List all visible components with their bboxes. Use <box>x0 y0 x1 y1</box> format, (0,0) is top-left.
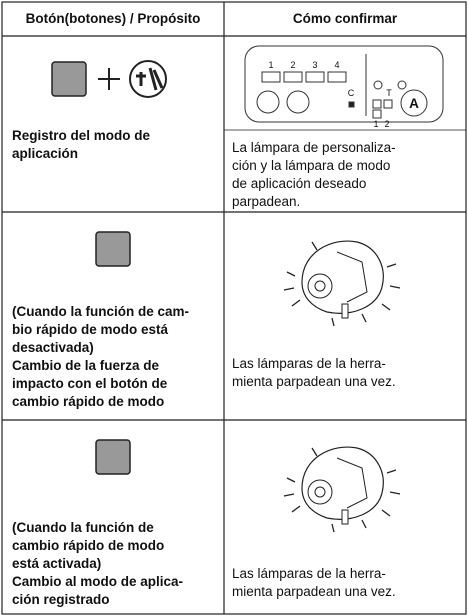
panel-label: 1 <box>268 60 273 70</box>
tool-illustration <box>283 446 401 533</box>
purpose-text: bio rápido de modo está <box>12 322 169 337</box>
header-cell: Cómo confirmar <box>293 11 398 26</box>
purpose-text: Registro del modo de <box>12 128 151 143</box>
panel-label: T <box>386 88 392 98</box>
panel-label: A <box>409 96 419 111</box>
panel-label: 3 <box>312 60 317 70</box>
purpose-text: cambio rápido de modo <box>12 394 164 409</box>
tool-illustration <box>283 240 401 327</box>
panel-label: 1 <box>373 119 378 129</box>
panel-label: C <box>348 88 355 98</box>
control-panel <box>244 45 444 123</box>
purpose-text: Cambio al modo de aplica- <box>12 574 183 589</box>
button-icon <box>95 439 131 475</box>
button-icon <box>51 60 167 98</box>
panel-label: 2 <box>290 60 295 70</box>
purpose-text: Cambio de la fuerza de <box>12 358 160 373</box>
confirm-text: La lámpara de personaliza- <box>232 140 396 155</box>
confirm-text: de aplicación deseado <box>232 176 366 191</box>
purpose-text: desactivada) <box>12 340 94 355</box>
confirm-text: ción y la lámpara de modo <box>232 158 390 173</box>
purpose-text: cambio rápido de modo <box>12 538 164 553</box>
purpose-text: impacto con el botón de <box>12 376 168 391</box>
confirm-text: Las lámparas de la herra- <box>232 566 386 581</box>
confirm-text: mienta parpadean una vez. <box>232 584 396 599</box>
confirm-text: mienta parpadean una vez. <box>232 374 396 389</box>
panel-label: 2 <box>384 119 389 129</box>
purpose-text: (Cuando la función de cam- <box>12 304 189 319</box>
confirm-text: Las lámparas de la herra- <box>232 356 386 371</box>
purpose-text: ción registrado <box>12 592 110 607</box>
purpose-text: aplicación <box>12 146 78 161</box>
panel-label: 4 <box>334 60 339 70</box>
button-icon <box>95 231 131 267</box>
purpose-text: (Cuando la función de <box>12 520 154 535</box>
purpose-text: está activada) <box>12 556 101 571</box>
confirm-text: parpadean. <box>232 194 300 209</box>
header-cell: Botón(botones) / Propósito <box>26 11 201 26</box>
